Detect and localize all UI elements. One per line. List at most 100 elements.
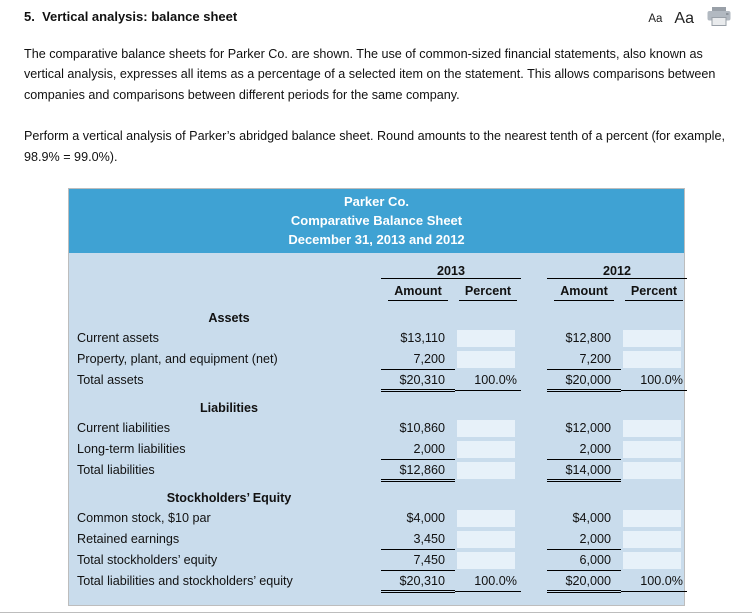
bottom-divider — [0, 612, 752, 613]
company-name: Parker Co. — [343, 193, 410, 209]
percent-input[interactable] — [457, 419, 515, 437]
amount-cell: $14,000 — [547, 459, 621, 483]
amount-cell: $12,860 — [381, 459, 455, 483]
section-label: Stockholders’ Equity — [166, 490, 292, 505]
font-size-small-button[interactable]: Aa — [648, 12, 663, 25]
printer-icon — [707, 7, 731, 26]
balance-sheet-panel: Parker Co. Comparative Balance Sheet Dec… — [68, 187, 687, 607]
amount-cell: $4,000 — [406, 511, 445, 526]
page-title: 5. Vertical analysis: balance sheet — [24, 9, 238, 24]
spacer-cell — [621, 391, 687, 418]
statement-data-row: Common stock, $10 par $4,000 $4,000 — [75, 508, 687, 529]
percent-cell — [621, 550, 687, 571]
percent-cell — [621, 508, 687, 529]
top-bar: 5. Vertical analysis: balance sheet Aa A… — [0, 0, 752, 27]
percent-input[interactable] — [623, 419, 681, 437]
spacer-cell — [455, 481, 521, 508]
percent-input[interactable] — [623, 461, 681, 479]
row-label: Current liabilities — [77, 421, 171, 436]
row-label: Total assets — [77, 373, 144, 388]
amount-cell: $20,000 — [547, 369, 621, 393]
amount-cell: 7,450 — [381, 549, 455, 572]
statement-data-row: Long-term liabilities 2,000 2,000 — [75, 438, 687, 461]
amount-2013-header-cell: Amount — [381, 278, 455, 301]
spacer-cell — [621, 301, 687, 328]
percent-input[interactable] — [623, 350, 681, 368]
percent-cell: 100.0% — [621, 570, 687, 593]
spacer-cell — [521, 391, 547, 418]
percent-cell — [455, 349, 521, 370]
amount-cell: 2,000 — [381, 438, 455, 461]
percent-cell: 100.0% — [455, 570, 521, 593]
row-label-spacer — [75, 257, 381, 279]
statement-section-row: Liabilities — [75, 391, 687, 418]
column-gap — [521, 349, 547, 370]
percent-input[interactable] — [457, 530, 515, 548]
percent-cell — [621, 460, 687, 481]
percent-input[interactable] — [623, 329, 681, 347]
percent-cell — [621, 439, 687, 460]
print-button[interactable] — [706, 6, 732, 27]
intro-paragraph: The comparative balance sheets for Parke… — [24, 47, 716, 102]
amount-cell: $20,310 — [381, 369, 455, 393]
year-2012-header: 2012 — [547, 256, 687, 279]
percent-cell — [455, 529, 521, 550]
column-gap — [521, 418, 547, 439]
statement-data-row: Property, plant, and equipment (net) 7,20… — [75, 348, 687, 371]
column-gap — [521, 328, 547, 349]
row-label: Total liabilities — [77, 463, 155, 478]
percent-input[interactable] — [457, 461, 515, 479]
column-gap — [521, 571, 547, 592]
row-label: Long-term liabilities — [77, 442, 186, 457]
percent-cell: 100.0% — [621, 369, 687, 392]
spacer-cell — [455, 301, 521, 328]
column-gap — [521, 550, 547, 571]
percent-cell: 100.0% — [455, 369, 521, 392]
statement-date: December 31, 2013 and 2012 — [288, 231, 465, 247]
percent-input[interactable] — [623, 440, 681, 458]
amount-cell: 7,200 — [547, 348, 621, 371]
amount-2012-header-cell: Amount — [547, 278, 621, 301]
column-header-row: Amount Percent Amount Percent — [75, 278, 687, 301]
percent-2013-header: Percent — [458, 284, 518, 301]
amount-cell: 3,450 — [381, 528, 455, 551]
statement-header: Parker Co. Comparative Balance Sheet Dec… — [69, 188, 684, 253]
percent-cell — [455, 439, 521, 460]
column-gap — [521, 278, 547, 301]
statement-data-row: Total liabilities $12,860 $14,000 — [75, 459, 687, 483]
percent-input[interactable] — [623, 530, 681, 548]
amount-2012-header: Amount — [554, 284, 614, 301]
year-header-row: 2013 2012 — [75, 256, 687, 279]
row-label: Property, plant, and equipment (net) — [77, 352, 278, 367]
percent-cell — [455, 328, 521, 349]
statement-data-row: Total liabilities and stockholders’ equi… — [75, 570, 687, 594]
spacer-cell — [547, 301, 621, 328]
row-label: Retained earnings — [77, 532, 180, 547]
percent-cell — [455, 550, 521, 571]
spacer-cell — [455, 391, 521, 418]
percent-input[interactable] — [457, 551, 515, 569]
display-controls: Aa Aa — [648, 6, 736, 27]
percent-input[interactable] — [623, 551, 681, 569]
percent-cell — [455, 460, 521, 481]
row-label-spacer — [75, 278, 381, 301]
font-size-large-button[interactable]: Aa — [674, 10, 694, 27]
row-label: Total liabilities and stockholders’ equi… — [77, 574, 293, 589]
statement-data-row: Total assets $20,310 100.0% $20,000 100.0% — [75, 369, 687, 393]
amount-cell: $4,000 — [572, 511, 611, 526]
percent-input[interactable] — [623, 509, 681, 527]
statement-data-row: Current liabilities $10,860 $12,000 — [75, 418, 687, 439]
percent-2013-header-cell: Percent — [455, 278, 521, 301]
amount-cell: 2,000 — [547, 528, 621, 551]
percent-input[interactable] — [457, 350, 515, 368]
spacer-cell — [547, 391, 621, 418]
percent-input[interactable] — [457, 329, 515, 347]
percent-cell — [455, 508, 521, 529]
statement-data-row: Current assets $13,110 $12,800 — [75, 328, 687, 349]
spacer-cell — [547, 481, 621, 508]
percent-input[interactable] — [457, 509, 515, 527]
instructions-paragraph: Perform a vertical analysis of Parker’s … — [24, 129, 725, 164]
percent-input[interactable] — [457, 440, 515, 458]
percent-2012-header: Percent — [624, 284, 684, 301]
